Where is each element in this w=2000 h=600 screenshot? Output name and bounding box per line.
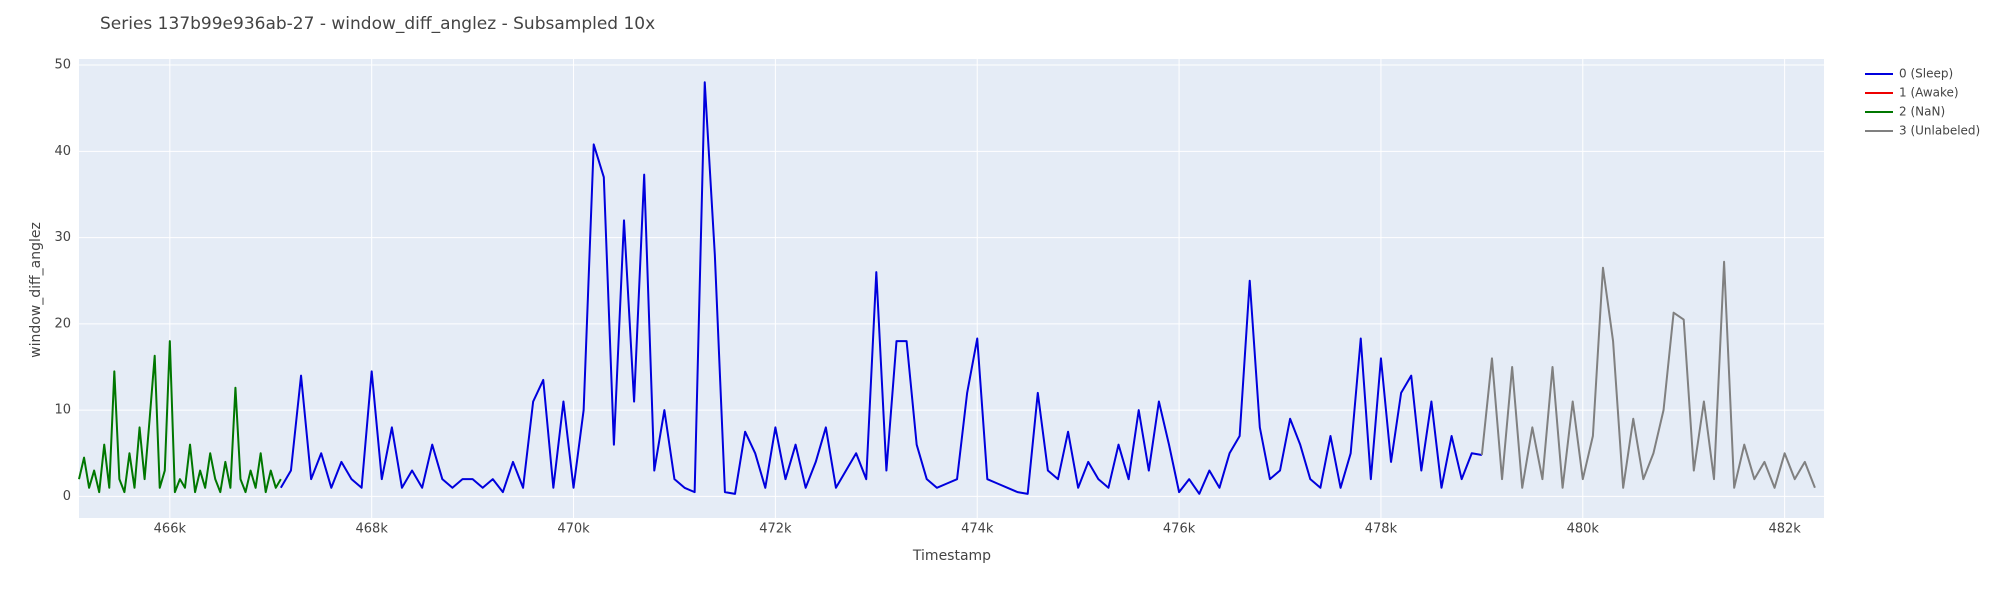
- legend-label: 3 (Unlabeled): [1899, 124, 1980, 138]
- legend-label: 1 (Awake): [1899, 86, 1959, 100]
- legend-label: 2 (NaN): [1899, 105, 1945, 119]
- series-line: [279, 81, 1483, 495]
- y-tick-label: 0: [63, 489, 71, 504]
- plot-background: [79, 59, 1824, 518]
- chart-title: Series 137b99e936ab-27 - window_diff_ang…: [100, 14, 655, 34]
- x-tick-label: 474k: [961, 522, 994, 537]
- x-tick-label: 478k: [1365, 522, 1398, 537]
- y-tick-label: 30: [54, 230, 71, 245]
- x-tick-label: 466k: [154, 522, 187, 537]
- legend-label: 0 (Sleep): [1899, 67, 1953, 81]
- x-tick-label: 472k: [759, 522, 792, 537]
- x-tick-label: 468k: [356, 522, 389, 537]
- series-line: [78, 340, 282, 494]
- y-tick-label: 10: [54, 403, 71, 418]
- x-tick-label: 470k: [557, 522, 590, 537]
- y-tick-label: 20: [54, 316, 71, 331]
- x-tick-label: 476k: [1163, 522, 1196, 537]
- y-tick-label: 50: [54, 58, 71, 73]
- x-tick-label: 482k: [1768, 522, 1801, 537]
- x-axis-title: Timestamp: [912, 548, 991, 564]
- y-tick-label: 40: [54, 144, 71, 159]
- series-line: [1480, 260, 1816, 489]
- x-tick-label: 480k: [1567, 522, 1600, 537]
- y-axis-title: window_diff_anglez: [28, 222, 44, 358]
